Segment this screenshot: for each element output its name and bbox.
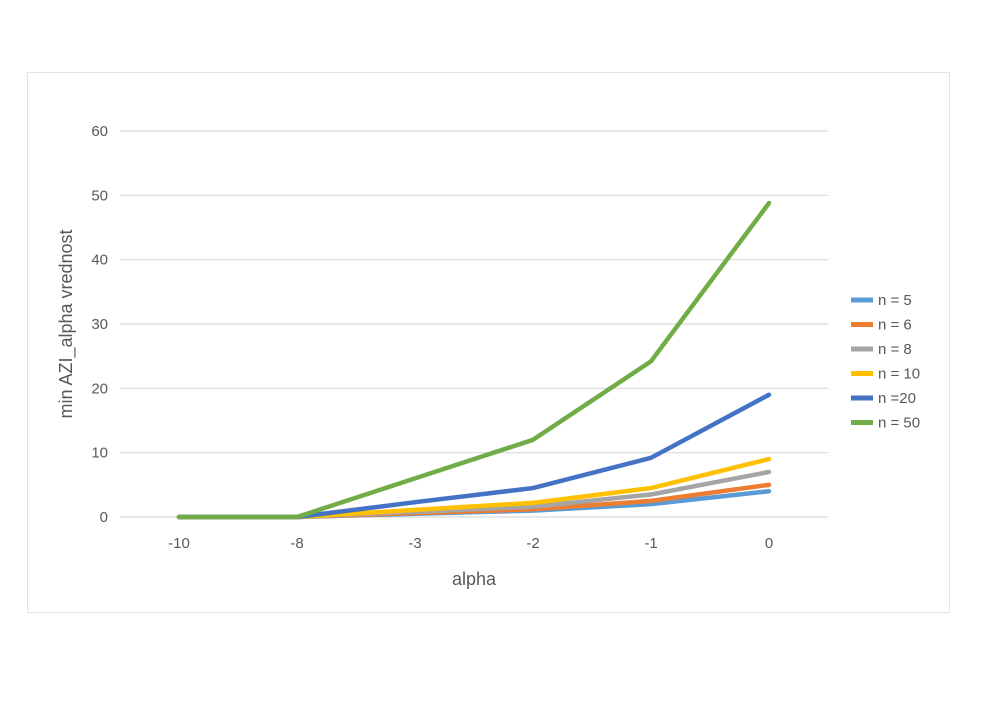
series-lines <box>176 200 772 520</box>
x-axis-title: alpha <box>452 569 497 589</box>
legend-label: n =20 <box>878 390 916 407</box>
legend-label: n = 10 <box>878 366 920 383</box>
y-axis-ticks: 0 10 20 30 40 50 60 <box>91 123 108 526</box>
y-tick-label: 60 <box>91 123 108 140</box>
x-axis-ticks: -10 -8 -3 -2 -1 0 <box>168 535 773 552</box>
legend-label: n = 50 <box>878 415 920 432</box>
y-tick-label: 0 <box>100 509 108 526</box>
legend-label: n = 5 <box>878 292 912 309</box>
legend-label: n = 8 <box>878 341 912 358</box>
chart-frame <box>27 72 950 613</box>
x-tick-label: -2 <box>526 535 539 552</box>
x-tick-label: -1 <box>644 535 657 552</box>
y-tick-label: 50 <box>91 187 108 204</box>
y-tick-label: 40 <box>91 252 108 269</box>
x-tick-label: -3 <box>408 535 421 552</box>
y-tick-label: 30 <box>91 316 108 333</box>
series-line-6 <box>176 200 772 520</box>
y-tick-label: 20 <box>91 380 108 397</box>
x-tick-label: -8 <box>290 535 303 552</box>
x-tick-label: -10 <box>168 535 190 552</box>
legend: n = 5 n = 6 n = 8 n = 10 n =20 n = 50 <box>851 292 920 432</box>
legend-label: n = 6 <box>878 317 912 334</box>
y-tick-label: 10 <box>91 445 108 462</box>
x-tick-label: 0 <box>765 535 773 552</box>
y-axis-title: min AZI_alpha vrednost <box>56 229 77 418</box>
